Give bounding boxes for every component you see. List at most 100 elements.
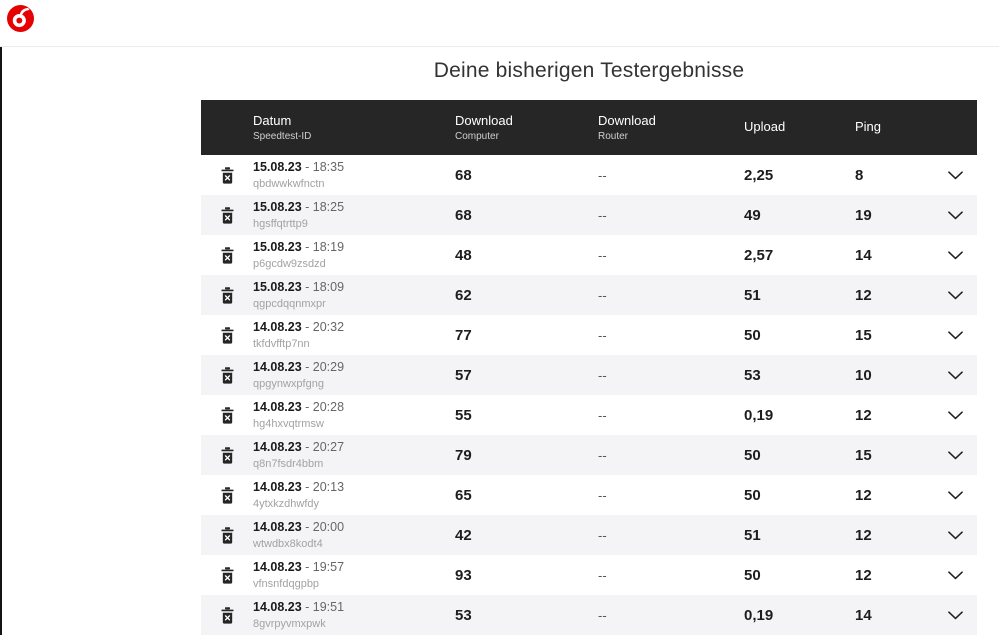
table-row[interactable]: 15.08.23 - 18:09 qgpcdqqnmxpr 62 -- 51 1… (201, 275, 977, 315)
time-value: 19:57 (312, 560, 345, 575)
download-router-value: -- (598, 167, 607, 183)
column-sublabel: Computer (455, 131, 499, 143)
delete-result-button[interactable] (215, 283, 239, 307)
expand-row-button[interactable] (944, 364, 966, 386)
speedtest-id: hgsffqtrttp9 (253, 217, 308, 230)
speedtest-id: qgpcdqqnmxpr (253, 297, 326, 310)
delete-result-button[interactable] (215, 323, 239, 347)
expand-cell (933, 204, 977, 226)
download-router-value: -- (598, 407, 607, 423)
trash-icon (221, 486, 233, 504)
ping-value: 15 (855, 326, 872, 344)
delete-result-button[interactable] (215, 203, 239, 227)
table-row[interactable]: 15.08.23 - 18:35 qbdwwkwfnctn 68 -- 2,25… (201, 155, 977, 195)
ping-value: 12 (855, 486, 872, 504)
expand-cell (933, 524, 977, 546)
table-row[interactable]: 14.08.23 - 20:27 q8n7fsdr4bbm 79 -- 50 1… (201, 435, 977, 475)
column-label: Download (598, 112, 656, 128)
chevron-down-icon (947, 170, 963, 179)
ping-value: 12 (855, 526, 872, 544)
date-time: 14.08.23 - 20:29 (253, 360, 455, 374)
expand-row-button[interactable] (944, 324, 966, 346)
delete-result-button[interactable] (215, 563, 239, 587)
expand-row-button[interactable] (944, 164, 966, 186)
datum-cell: 14.08.23 - 20:28 hg4hxvqtrmsw (253, 400, 455, 429)
ping-value: 10 (855, 366, 872, 384)
expand-row-button[interactable] (944, 444, 966, 466)
date-time-separator: - (301, 480, 313, 495)
date-value: 15.08.23 (253, 160, 302, 175)
table-row[interactable]: 14.08.23 - 20:13 4ytxkzdhwfdy 65 -- 50 1… (201, 475, 977, 515)
time-value: 18:35 (312, 160, 345, 175)
table-row[interactable]: 14.08.23 - 19:57 vfnsnfdqgpbp 93 -- 50 1… (201, 555, 977, 595)
expand-row-button[interactable] (944, 484, 966, 506)
delete-result-button[interactable] (215, 243, 239, 267)
chevron-down-icon (947, 290, 963, 299)
date-time: 14.08.23 - 20:00 (253, 520, 455, 534)
datum-cell: 14.08.23 - 20:32 tkfdvfftp7nn (253, 320, 455, 349)
download-computer-value: 68 (455, 206, 472, 224)
datum-cell: 14.08.23 - 20:27 q8n7fsdr4bbm (253, 440, 455, 469)
delete-result-button[interactable] (215, 483, 239, 507)
expand-row-button[interactable] (944, 524, 966, 546)
expand-row-button[interactable] (944, 564, 966, 586)
ping-value: 8 (855, 166, 864, 184)
delete-result-button[interactable] (215, 363, 239, 387)
date-time-separator: - (301, 280, 313, 295)
download-computer-value: 57 (455, 366, 472, 384)
table-row[interactable]: 14.08.23 - 20:32 tkfdvfftp7nn 77 -- 50 1… (201, 315, 977, 355)
date-time: 15.08.23 - 18:35 (253, 160, 455, 174)
chevron-down-icon (947, 210, 963, 219)
table-row[interactable]: 14.08.23 - 20:00 wtwdbx8kodt4 42 -- 51 1… (201, 515, 977, 555)
expand-row-button[interactable] (944, 404, 966, 426)
table-row[interactable]: 14.08.23 - 19:51 8gvrpyvmxpwk 53 -- 0,19… (201, 595, 977, 635)
expand-cell (933, 444, 977, 466)
delete-result-button[interactable] (215, 443, 239, 467)
speedtest-id: 8gvrpyvmxpwk (253, 617, 326, 630)
delete-cell (201, 323, 253, 347)
table-row[interactable]: 15.08.23 - 18:25 hgsffqtrttp9 68 -- 49 1… (201, 195, 977, 235)
table-row[interactable]: 14.08.23 - 20:29 qpgynwxpfgng 57 -- 53 1… (201, 355, 977, 395)
table-row[interactable]: 14.08.23 - 20:28 hg4hxvqtrmsw 55 -- 0,19… (201, 395, 977, 435)
speedtest-id: qpgynwxpfgng (253, 377, 324, 390)
delete-result-button[interactable] (215, 163, 239, 187)
download-router-value: -- (598, 567, 607, 583)
table-body: 15.08.23 - 18:35 qbdwwkwfnctn 68 -- 2,25… (201, 155, 977, 635)
datum-cell: 14.08.23 - 20:29 qpgynwxpfgng (253, 360, 455, 389)
delete-cell (201, 443, 253, 467)
table-row[interactable]: 15.08.23 - 18:19 p6gcdw9zsdzd 48 -- 2,57… (201, 235, 977, 275)
date-time: 14.08.23 - 20:28 (253, 400, 455, 414)
upload-value: 51 (744, 526, 761, 544)
delete-result-button[interactable] (215, 603, 239, 627)
time-value: 20:00 (312, 520, 345, 535)
date-value: 14.08.23 (253, 360, 302, 375)
date-time: 15.08.23 - 18:09 (253, 280, 455, 294)
delete-cell (201, 523, 253, 547)
expand-row-button[interactable] (944, 284, 966, 306)
expand-row-button[interactable] (944, 604, 966, 626)
trash-icon (221, 166, 233, 184)
date-time: 15.08.23 - 18:19 (253, 240, 455, 254)
download-router-value: -- (598, 527, 607, 543)
time-value: 20:32 (312, 320, 345, 335)
expand-row-button[interactable] (944, 204, 966, 226)
download-router-value: -- (598, 487, 607, 503)
upload-value: 50 (744, 486, 761, 504)
trash-icon (221, 366, 233, 384)
expand-cell (933, 244, 977, 266)
delete-result-button[interactable] (215, 403, 239, 427)
column-label: Ping (855, 119, 882, 135)
date-time: 14.08.23 - 19:57 (253, 560, 455, 574)
column-header-ping: Ping (855, 119, 933, 135)
upload-value: 50 (744, 326, 761, 344)
expand-row-button[interactable] (944, 244, 966, 266)
ping-value: 12 (855, 406, 872, 424)
delete-cell (201, 163, 253, 187)
expand-cell (933, 404, 977, 426)
trash-icon (221, 286, 233, 304)
speedtest-id: 4ytxkzdhwfdy (253, 497, 320, 510)
time-value: 20:27 (312, 440, 345, 455)
delete-result-button[interactable] (215, 523, 239, 547)
download-router-value: -- (598, 447, 607, 463)
vodafone-logo-icon[interactable] (7, 5, 34, 32)
